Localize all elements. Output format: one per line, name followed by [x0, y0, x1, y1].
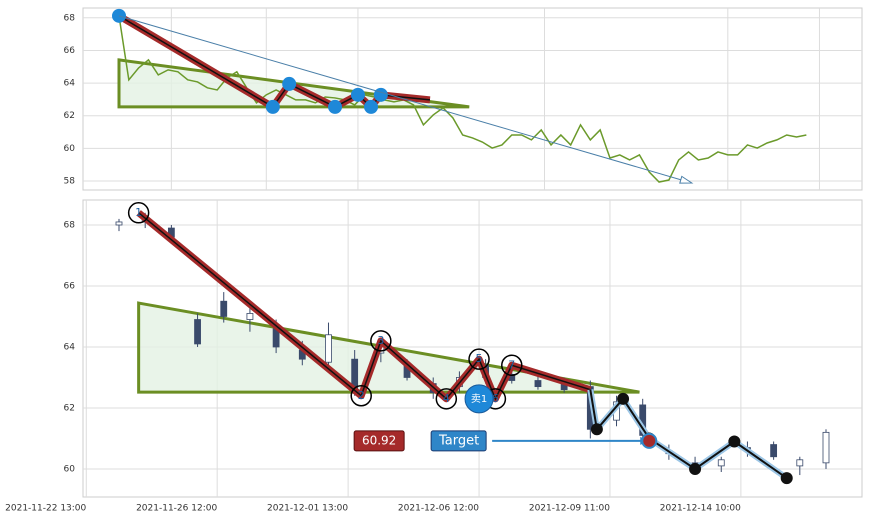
point-label-ring	[435, 388, 458, 410]
candle-body	[717, 459, 725, 467]
y-tick-label: 64	[64, 79, 76, 89]
zigzag2-point	[728, 435, 741, 448]
candle-body	[194, 319, 201, 345]
point-label: 6	[492, 392, 499, 405]
target-label: Target	[438, 433, 479, 448]
point-label: 4	[443, 392, 450, 405]
point-label: 3	[377, 334, 384, 347]
point-label-ring	[501, 354, 523, 377]
y-tick-label: 68	[64, 13, 76, 23]
zigzag-point	[112, 8, 127, 23]
zigzag2-point	[689, 462, 702, 475]
target-box	[430, 430, 487, 452]
signal-marker	[464, 384, 494, 414]
point-label-ring	[350, 385, 372, 407]
candle-body	[770, 444, 778, 458]
candle-body	[220, 300, 228, 317]
y-tick-label: 66	[64, 281, 76, 291]
point-label-ring	[370, 330, 392, 352]
zigzag2-point	[617, 392, 630, 405]
price-line	[118, 15, 807, 183]
point-label-ring	[127, 202, 150, 224]
y-tick-label: 60	[64, 144, 76, 154]
point-label: 7	[508, 358, 515, 371]
y-tick-label: 66	[64, 46, 76, 56]
zigzag2-point	[780, 472, 793, 485]
y-tick-label: 62	[64, 403, 75, 413]
arrow-head	[679, 175, 694, 184]
zigzag2-point	[590, 423, 603, 436]
y-tick-label: 62	[64, 111, 75, 121]
zigzag-point	[373, 87, 388, 102]
zigzag-point	[328, 99, 343, 114]
zigzag-point	[364, 99, 379, 114]
x-tick-label: 2021-12-06 12:00	[398, 504, 479, 514]
x-tick-label: 2021-11-26 12:00	[136, 504, 217, 514]
zigzag-point	[282, 76, 297, 91]
candle-body	[115, 221, 123, 226]
y-tick-label: 68	[64, 221, 76, 231]
x-tick-label: 2021-12-01 13:00	[267, 504, 348, 514]
y-tick-label: 58	[64, 177, 76, 187]
zigzag-point	[265, 99, 280, 114]
point-label-ring	[468, 348, 490, 370]
point-label: 2	[358, 389, 365, 402]
candle-body	[325, 334, 332, 363]
signal-label: 卖1	[471, 393, 487, 405]
zigzag-point	[350, 87, 365, 102]
candle-body	[796, 459, 804, 467]
target-point	[641, 432, 658, 449]
point-label: 1	[135, 206, 142, 219]
point-label: 5	[476, 352, 483, 365]
candle-body	[534, 380, 542, 388]
y-tick-label: 60	[64, 464, 76, 474]
x-tick-label: 2021-11-22 13:00	[5, 504, 86, 514]
trend-arrow	[118, 15, 692, 184]
y-tick-label: 64	[64, 342, 76, 352]
candle-body	[822, 431, 830, 464]
x-tick-label: 2021-12-09 11:00	[529, 504, 610, 514]
candle-body	[246, 313, 254, 320]
price-label: 60.92	[362, 433, 396, 447]
x-tick-label: 2021-12-14 10:00	[660, 504, 741, 514]
price-box	[353, 430, 405, 452]
